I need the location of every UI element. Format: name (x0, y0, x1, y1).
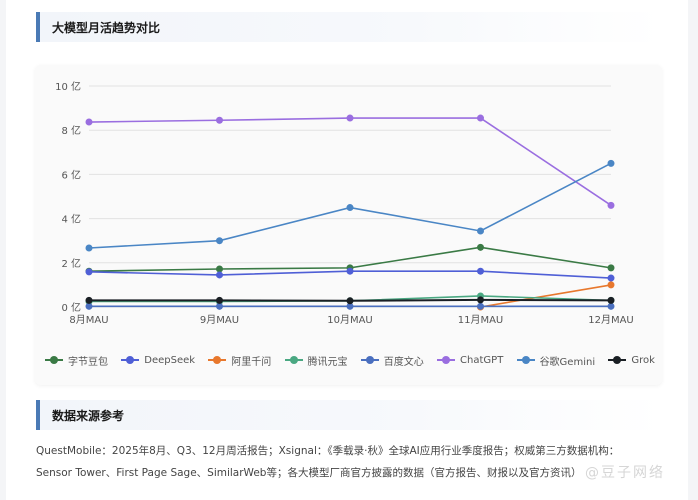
data-point[interactable] (607, 274, 615, 282)
chart-section-title: 大模型月活趋势对比 (52, 21, 161, 35)
data-point[interactable] (216, 265, 223, 273)
legend-label: 百度文心 (383, 356, 424, 368)
legend-label: 谷歌Gemini (539, 356, 596, 368)
data-point[interactable] (346, 297, 354, 305)
data-point[interactable] (477, 243, 484, 251)
legend-label: ChatGPT (460, 354, 504, 366)
data-point[interactable] (607, 302, 615, 310)
page-edge-left (0, 0, 6, 500)
legend-marker-icon (608, 356, 627, 364)
data-point[interactable] (216, 296, 223, 304)
y-tick-label: 8 亿 (61, 124, 81, 137)
legend-item[interactable]: 阿里千问 (208, 353, 271, 368)
data-point[interactable] (85, 268, 93, 276)
legend-marker-icon (284, 356, 303, 364)
watermark: @豆子网络 (585, 465, 665, 481)
data-point[interactable] (346, 114, 354, 122)
data-point[interactable] (607, 201, 615, 209)
x-tick-label: 10月MAU (327, 314, 373, 326)
legend-item[interactable]: 百度文心 (360, 353, 424, 368)
y-tick-label: 4 亿 (61, 213, 81, 226)
legend-item[interactable]: Grok (608, 355, 655, 366)
legend-marker-icon (437, 356, 456, 364)
legend-label: DeepSeek (144, 354, 196, 366)
line-chart: 0 亿 2 亿 4 亿 6 亿 8 亿 10 亿 8月MAU 9月MAU 10月MAU 11月MA… (55, 80, 634, 326)
data-point[interactable] (85, 296, 93, 304)
data-point[interactable] (607, 281, 615, 289)
data-point[interactable] (477, 267, 484, 275)
legend-item[interactable]: ChatGPT (437, 355, 503, 366)
sources-text: QuestMobile：2025年8月、Q3、12月周活报告；Xsignal：《… (36, 440, 666, 484)
y-tick-label: 10 亿 (55, 80, 81, 93)
data-point[interactable] (216, 302, 223, 310)
data-point[interactable] (346, 267, 354, 275)
data-point[interactable] (607, 296, 615, 304)
data-point[interactable] (607, 159, 615, 167)
legend-label: Grok (631, 354, 655, 366)
y-tick-label: 0 亿 (61, 301, 81, 314)
y-tick-label: 6 亿 (61, 168, 81, 181)
series-line (88, 117, 612, 207)
data-point[interactable] (216, 116, 223, 124)
legend-label: 字节豆包 (68, 356, 108, 368)
chart-card: 0 亿 2 亿 4 亿 6 亿 8 亿 10 亿 8月MAU 9月MAU 10月MAU 11月MA… (35, 65, 662, 385)
sources-line-2: Sensor Tower、First Page Sage、SimilarWeb等… (36, 467, 582, 479)
data-point[interactable] (216, 237, 223, 245)
data-point[interactable] (477, 302, 484, 310)
legend-marker-icon (516, 356, 535, 364)
data-point[interactable] (85, 302, 93, 310)
legend-marker-icon (360, 356, 379, 364)
x-tick-label: 12月MAU (588, 314, 634, 326)
y-tick-label: 2 亿 (61, 257, 81, 270)
legend-item[interactable]: 腾讯元宝 (284, 353, 348, 368)
series-line (480, 284, 612, 308)
data-point[interactable] (346, 204, 354, 212)
page-edge-right (688, 0, 698, 500)
data-point[interactable] (346, 302, 354, 310)
legend-item[interactable]: DeepSeek (121, 355, 195, 366)
data-point[interactable] (477, 296, 484, 304)
chart-legend: 字节豆包 DeepSeek 阿里千问 腾讯元宝 百度文心 ChatGPT 谷歌Gemini G… (45, 349, 655, 371)
chart-section-header: 大模型月活趋势对比 (36, 12, 662, 42)
x-tick-label: 9月MAU (200, 314, 239, 326)
data-point[interactable] (216, 271, 223, 279)
legend-item[interactable]: 谷歌Gemini (516, 353, 596, 368)
data-point[interactable] (607, 264, 615, 272)
legend-marker-icon (121, 356, 140, 364)
x-tick-label: 8月MAU (69, 314, 108, 326)
legend-label: 阿里千问 (231, 356, 272, 368)
sources-section-title: 数据来源参考 (52, 409, 125, 423)
legend-marker-icon (45, 356, 63, 364)
legend-marker-icon (208, 356, 227, 364)
legend-label: 腾讯元宝 (307, 356, 348, 368)
data-point[interactable] (477, 114, 484, 122)
x-tick-label: 11月MAU (458, 314, 504, 326)
data-point[interactable] (477, 227, 484, 235)
data-point[interactable] (85, 244, 93, 252)
data-point[interactable] (85, 118, 93, 126)
sources-line-1: QuestMobile：2025年8月、Q3、12月周活报告；Xsignal：《… (36, 445, 620, 457)
sources-section-header: 数据来源参考 (36, 400, 662, 430)
legend-item[interactable]: 字节豆包 (45, 353, 108, 368)
